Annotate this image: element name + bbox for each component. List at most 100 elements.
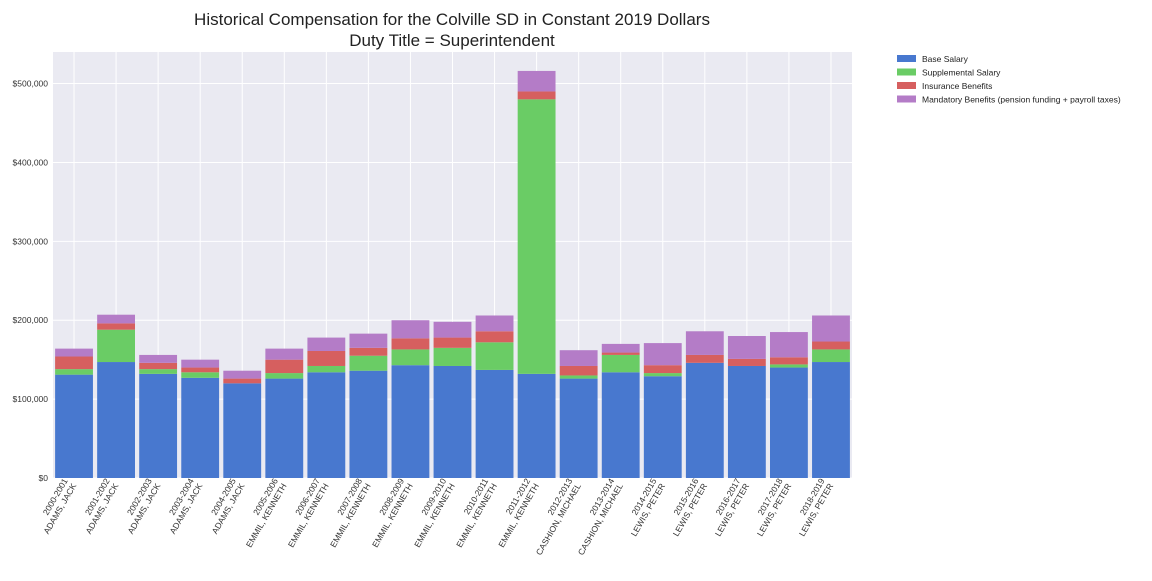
bar-segment: [812, 349, 850, 363]
legend-label: Supplemental Salary: [922, 68, 1001, 78]
bar-segment: [223, 370, 262, 379]
bar-segment: [349, 355, 388, 371]
legend-swatch: [897, 82, 916, 89]
legend-label: Insurance Benefits: [922, 81, 992, 91]
x-tick-label: 2003-2004ADAMS, JACK: [159, 476, 205, 535]
bar-segment: [265, 348, 304, 360]
bar-segment: [517, 99, 556, 374]
bar-segment: [433, 365, 472, 478]
bar-segment: [139, 362, 178, 370]
bar-segment: [517, 70, 556, 92]
bar-segment: [223, 378, 262, 384]
legend-label: Mandatory Benefits (pension funding + pa…: [922, 95, 1121, 105]
bar-segment: [307, 337, 346, 351]
y-tick-label: $300,000: [13, 236, 49, 246]
bar-segment: [55, 356, 93, 370]
bar-segment: [223, 383, 262, 478]
bar-segment: [769, 367, 808, 478]
bar-segment: [517, 91, 556, 100]
bar-segment: [475, 369, 514, 478]
x-tick-label: 2016-2017LEWIS, PETER: [704, 476, 751, 538]
legend: Base Salary Supplemental Salary Insurance …: [897, 54, 1121, 105]
x-tick-label: 2018-2019LEWIS, PETER: [788, 476, 835, 538]
bar-segment: [643, 343, 682, 366]
bar-segment: [812, 362, 850, 478]
bar-segment: [139, 373, 178, 478]
bar-segment: [475, 315, 514, 332]
x-tick-label: 2017-2018LEWIS, PETER: [746, 476, 793, 538]
bar-segment: [265, 378, 304, 478]
bar-segment: [727, 358, 766, 366]
bar-segment: [97, 323, 136, 330]
bar-segment: [812, 341, 850, 350]
bar-segment: [685, 362, 724, 478]
x-tick-label: 2014-2015LEWIS, PETER: [620, 476, 667, 538]
bar-segment: [97, 314, 136, 324]
bar-segment: [55, 374, 93, 478]
bar-segment: [307, 350, 346, 366]
bar-segment: [139, 354, 178, 363]
bar-segment: [307, 372, 346, 478]
bar-segment: [349, 370, 388, 478]
bar-segment: [559, 350, 598, 366]
y-tick-label: $400,000: [13, 157, 49, 167]
bar-segment: [433, 347, 472, 366]
legend-swatch: [897, 68, 916, 76]
bar-segment: [517, 373, 556, 478]
bar-segment: [391, 349, 430, 366]
bar-segment: [601, 343, 640, 353]
bar-segment: [643, 365, 682, 374]
bar-segment: [55, 369, 93, 375]
bar-segment: [727, 365, 766, 478]
bar-segment: [349, 333, 388, 348]
bar-segment: [433, 337, 472, 348]
y-tick-label: $200,000: [13, 315, 49, 325]
legend-swatch: [897, 95, 916, 103]
bar-segment: [181, 367, 220, 373]
bar-segment: [349, 347, 388, 356]
bars: [55, 70, 850, 478]
bar-segment: [55, 348, 93, 357]
x-tick-label: 2002-2003ADAMS, JACK: [117, 476, 163, 535]
bar-segment: [559, 378, 598, 478]
bar-segment: [433, 321, 472, 338]
x-tick-label: 2015-2016LEWIS, PETER: [662, 476, 709, 538]
chart-subtitle: Duty Title = Superintendent: [349, 31, 555, 50]
x-tick-label: 2000-2001ADAMS, JACK: [33, 476, 79, 535]
y-tick-label: $0: [39, 473, 49, 483]
bar-segment: [307, 365, 346, 373]
bar-segment: [812, 315, 850, 342]
y-tick-label: $100,000: [13, 394, 49, 404]
bar-segment: [601, 352, 640, 355]
bar-segment: [97, 362, 136, 478]
bar-segment: [181, 377, 220, 478]
y-axis: $0 $100,000 $200,000 $300,000 $400,000 $500,0…: [13, 79, 49, 483]
bar-segment: [685, 331, 724, 355]
bar-segment: [475, 331, 514, 343]
bar-segment: [601, 372, 640, 478]
bar-segment: [643, 373, 682, 377]
bar-segment: [559, 365, 598, 376]
bar-segment: [391, 365, 430, 478]
bar-segment: [181, 372, 220, 378]
y-tick-label: $500,000: [13, 79, 49, 89]
bar-segment: [559, 375, 598, 379]
chart-title: Historical Compensation for the Colville…: [194, 10, 710, 29]
bar-segment: [265, 373, 304, 379]
bar-segment: [139, 369, 178, 374]
bar-segment: [181, 359, 220, 368]
legend-swatch: [897, 55, 916, 62]
x-axis: 2000-2001ADAMS, JACK 2001-2002ADAMS, JACK…: [33, 476, 836, 557]
bar-segment: [391, 338, 430, 350]
x-tick-label: 2004-2005ADAMS, JACK: [201, 476, 247, 535]
bar-segment: [601, 354, 640, 373]
bar-segment: [643, 376, 682, 478]
bar-segment: [727, 336, 766, 359]
bar-segment: [769, 332, 808, 358]
bar-segment: [391, 320, 430, 339]
bar-segment: [769, 357, 808, 365]
x-tick-label: 2001-2002ADAMS, JACK: [75, 476, 121, 535]
legend-label: Base Salary: [922, 54, 969, 64]
